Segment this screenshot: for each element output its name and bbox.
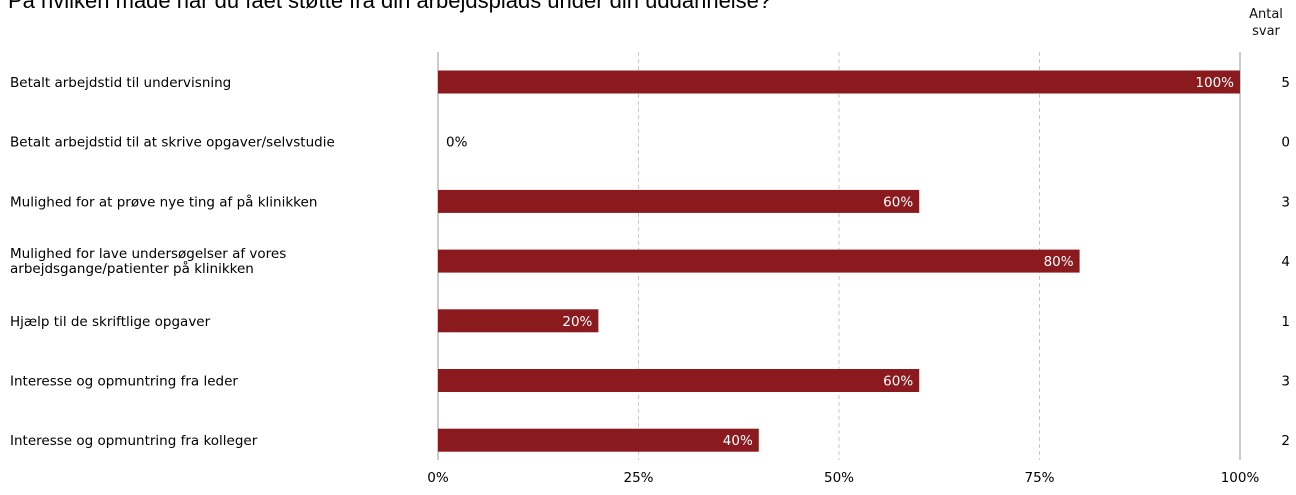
category-label: Betalt arbejdstid til undervisning — [10, 75, 231, 91]
x-tick-label: 100% — [1221, 470, 1260, 486]
bar-value-label: 100% — [1195, 75, 1234, 91]
response-count: 0 — [1281, 135, 1290, 151]
category-label: Betalt arbejdstid til at skrive opgaver/… — [10, 135, 335, 151]
category-label: Interesse og opmuntring fra leder — [10, 374, 238, 390]
x-tick-label: 75% — [1024, 470, 1054, 486]
bar-value-label: 80% — [1044, 254, 1074, 270]
response-count: 1 — [1281, 314, 1290, 330]
category-label: Mulighed for lave undersøgelser af vores… — [10, 246, 286, 277]
category-label: Mulighed for at prøve nye ting af på kli… — [10, 193, 317, 210]
x-tick-label: 0% — [427, 470, 449, 486]
bar-value-label: 60% — [883, 194, 913, 210]
bar — [438, 189, 920, 213]
count-header-line-2: svar — [1252, 24, 1280, 39]
bar — [438, 369, 920, 392]
bar-value-label: 0% — [446, 135, 468, 151]
bar — [438, 249, 1080, 273]
count-header-line-1: Antal — [1249, 7, 1283, 22]
bar-value-label: 40% — [723, 433, 753, 449]
response-count: 3 — [1281, 374, 1290, 390]
count-column-header: Antal svar — [1238, 6, 1294, 40]
response-count: 2 — [1281, 433, 1290, 449]
bar — [438, 309, 599, 333]
response-count: 3 — [1281, 194, 1290, 210]
x-tick-label: 50% — [824, 470, 854, 486]
bar — [438, 70, 1240, 94]
bar-value-label: 60% — [883, 374, 913, 390]
response-count: 4 — [1281, 254, 1290, 270]
response-count: 5 — [1281, 75, 1290, 91]
bar-value-label: 20% — [562, 314, 592, 330]
category-label: Hjælp til de skriftlige opgaver — [10, 314, 211, 330]
chart-title: På hvilken måde har du fået støtte fra d… — [8, 0, 772, 13]
bar — [438, 428, 759, 452]
category-label: Interesse og opmuntring fra kolleger — [10, 433, 258, 449]
x-tick-label: 25% — [623, 470, 653, 486]
